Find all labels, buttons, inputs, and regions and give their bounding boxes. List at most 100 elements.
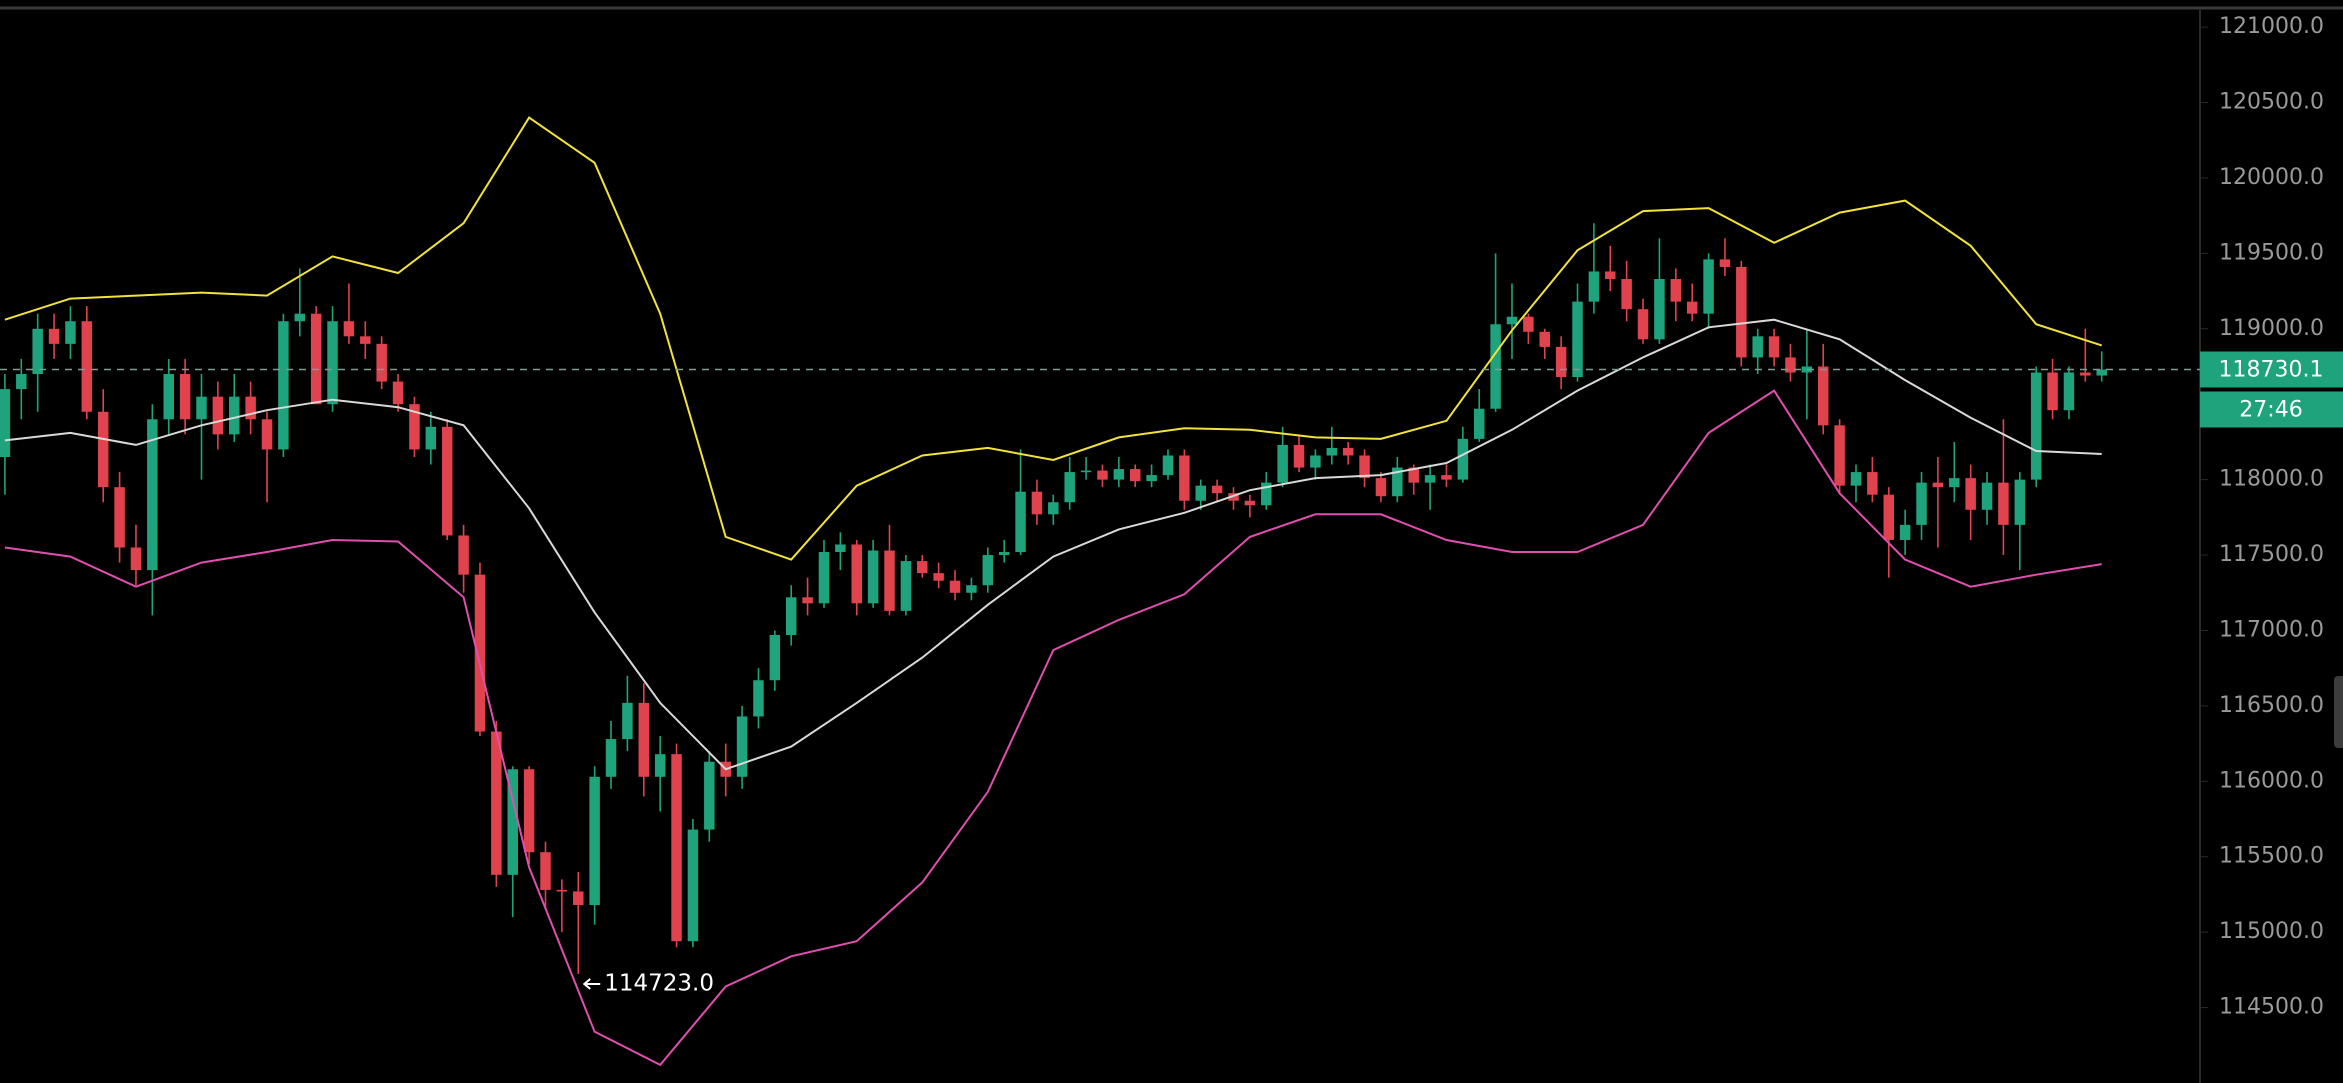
candle-body xyxy=(196,396,207,420)
candle-body xyxy=(654,754,666,777)
low-annotation: 114723.0 xyxy=(604,970,714,996)
y-tick-label: 120500.0 xyxy=(2219,90,2324,115)
candle-body xyxy=(523,769,535,853)
candle-body xyxy=(1441,475,1452,480)
candle-body xyxy=(1080,470,1092,473)
candle-body xyxy=(1326,447,1338,456)
candle-body xyxy=(1244,500,1256,506)
candle-body xyxy=(998,552,1010,556)
candle-body xyxy=(1064,472,1075,503)
candle-body xyxy=(1932,482,1944,488)
candle-body xyxy=(704,761,715,830)
candle-body xyxy=(1801,366,1813,373)
candle-body xyxy=(1703,259,1714,314)
candle-body xyxy=(867,550,879,604)
candle-body xyxy=(1981,482,1993,510)
candle-body xyxy=(327,321,338,405)
candle-body xyxy=(1949,478,1960,488)
candle-body xyxy=(458,535,469,575)
candle-body xyxy=(1375,478,1387,497)
y-tick-label: 116000.0 xyxy=(2219,768,2324,793)
candle-body xyxy=(507,769,518,875)
candle-body xyxy=(884,550,895,611)
candle-body xyxy=(1359,455,1370,479)
candle-body xyxy=(949,580,961,593)
candle-body xyxy=(97,411,109,488)
candle-body xyxy=(245,396,256,420)
candle-body xyxy=(1605,271,1616,279)
candle-body xyxy=(671,754,682,942)
candle-body xyxy=(1179,455,1190,501)
candle-body xyxy=(1899,524,1911,540)
candle-body xyxy=(2080,372,2091,376)
candle-body xyxy=(261,419,273,450)
candle-body xyxy=(409,404,420,450)
candle-body xyxy=(851,544,862,604)
candle-body xyxy=(966,585,977,593)
candle-body xyxy=(1310,455,1321,468)
candle-body xyxy=(785,597,797,635)
candle-body xyxy=(32,328,43,375)
candle-body xyxy=(392,381,404,405)
candle-body xyxy=(294,313,306,322)
candle-body xyxy=(81,321,93,412)
last-price-label: 118730.1 xyxy=(2219,357,2324,382)
candle-body xyxy=(130,547,142,571)
candle-body xyxy=(310,313,322,405)
candle-body xyxy=(179,374,191,420)
candle-body xyxy=(2096,369,2107,376)
candle-body xyxy=(1572,301,1583,378)
candle-body xyxy=(1588,271,1600,302)
candle-body xyxy=(1097,470,1108,480)
candle-body xyxy=(917,561,928,574)
candle-body xyxy=(212,396,224,435)
y-tick-label: 117500.0 xyxy=(2219,542,2324,567)
band-line xyxy=(4,389,2102,1067)
y-tick-label: 119000.0 xyxy=(2219,316,2324,341)
candle-body xyxy=(1293,444,1305,468)
candle-body xyxy=(1752,336,1763,358)
side-panel-handle[interactable] xyxy=(2334,676,2343,748)
y-tick-label: 115000.0 xyxy=(2219,919,2324,944)
candle-body xyxy=(491,731,502,875)
candle-body xyxy=(278,321,289,450)
candle-body xyxy=(1162,455,1174,476)
candle-body xyxy=(1850,472,1862,486)
candle-body xyxy=(474,574,486,732)
candle-body xyxy=(736,716,748,777)
candle-body xyxy=(1539,331,1550,347)
candle-body xyxy=(818,552,830,604)
candle-body xyxy=(540,852,551,890)
y-tick-label: 120000.0 xyxy=(2219,165,2324,190)
candle-body xyxy=(1785,357,1796,373)
candle-body xyxy=(1719,259,1731,267)
y-tick-label: 115500.0 xyxy=(2219,844,2324,869)
candle-body xyxy=(1736,266,1747,358)
candle-body xyxy=(622,702,633,740)
candle-body xyxy=(0,389,11,457)
candle-body xyxy=(802,597,813,604)
candle-body xyxy=(1916,482,1927,525)
candle-body xyxy=(1424,475,1436,483)
candle-body xyxy=(1965,478,1976,510)
candle-body xyxy=(1129,469,1141,482)
countdown-label: 27:46 xyxy=(2239,397,2302,422)
candle-body xyxy=(360,336,371,344)
countdown-tag xyxy=(2200,391,2343,428)
candle-body xyxy=(753,680,764,717)
candle-body xyxy=(573,891,584,906)
band-line xyxy=(4,318,2102,771)
candle-body xyxy=(1523,316,1534,332)
candle-body xyxy=(835,544,846,553)
candle-body xyxy=(687,829,699,942)
candle-body xyxy=(1261,482,1272,506)
candle-body xyxy=(1654,278,1665,340)
candle-body xyxy=(425,426,437,450)
candle-body xyxy=(1670,278,1682,302)
candle-body xyxy=(1228,493,1239,501)
candle-body xyxy=(16,374,27,390)
candle-body xyxy=(1834,425,1845,486)
candle-body xyxy=(1686,301,1698,314)
